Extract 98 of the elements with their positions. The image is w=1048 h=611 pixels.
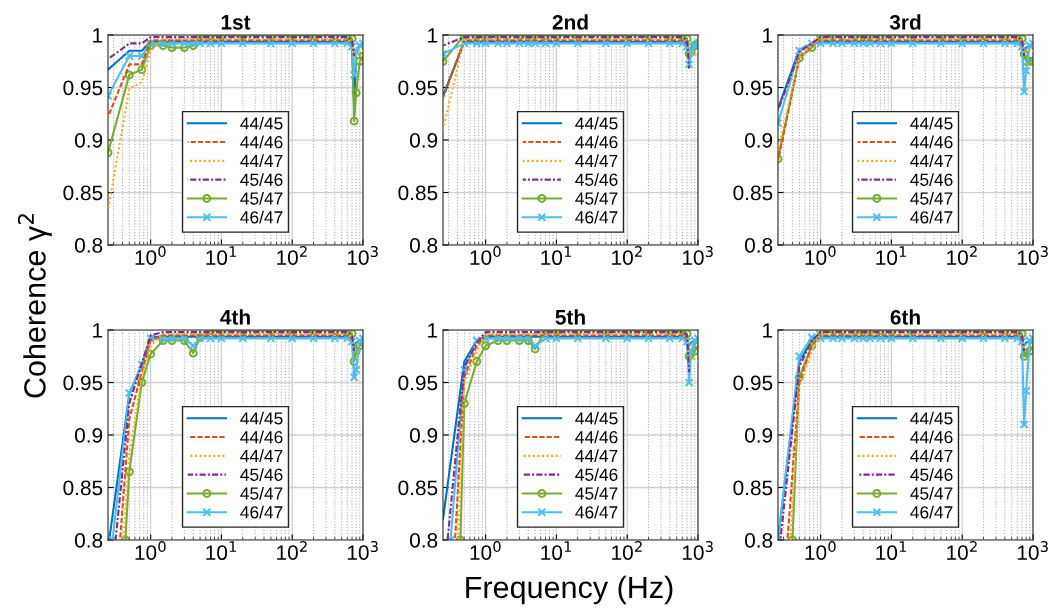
legend-label: 45/46 xyxy=(240,468,283,481)
y-tick-label: 0.85 xyxy=(63,480,103,496)
legend-label: 46/47 xyxy=(575,210,618,224)
chart-title: 5th xyxy=(555,309,585,325)
y-tick-label: 1 xyxy=(93,28,103,43)
legend-label: 45/46 xyxy=(240,173,283,186)
y-tick-label: 1 xyxy=(428,323,438,338)
x-tick-label: 10$^{2}$ xyxy=(277,246,307,265)
y-tick-label: 0.85 xyxy=(733,480,773,496)
x-tick-label: 10$^{0}$ xyxy=(805,541,836,560)
y-tick-label: 0.85 xyxy=(398,480,438,496)
x-tick-label: 10$^{2}$ xyxy=(947,246,977,265)
y-tick-label: 0.95 xyxy=(733,80,773,96)
x-tick-label: 10$^{0}$ xyxy=(805,246,836,265)
y-tick-label: 0.8 xyxy=(744,533,773,548)
y-tick-label: 0.85 xyxy=(398,185,438,201)
legend-label: 44/46 xyxy=(575,135,618,149)
legend-label: 46/47 xyxy=(910,505,953,519)
y-tick-label: 0.8 xyxy=(74,238,103,253)
y-tick-label: 0.8 xyxy=(744,238,773,253)
x-tick-label: 10$^{2}$ xyxy=(612,541,642,560)
y-tick-label: 0.95 xyxy=(398,80,438,96)
y-tick-label: 0.85 xyxy=(733,185,773,201)
x-tick-label: 10$^{0}$ xyxy=(470,541,501,560)
y-tick-label: 1 xyxy=(763,323,773,338)
y-tick-label: 1 xyxy=(763,28,773,43)
legend-label: 46/47 xyxy=(575,505,618,519)
y-tick-label: 0.9 xyxy=(74,428,103,443)
y-tick-label: 0.9 xyxy=(74,133,103,148)
y-tick-label: 0.9 xyxy=(744,428,773,443)
legend-label: 44/45 xyxy=(910,411,953,425)
y-tick-label: 1 xyxy=(93,323,103,338)
x-tick-label: 10$^{0}$ xyxy=(470,246,501,265)
legend-label: 44/46 xyxy=(240,430,283,444)
legend-label: 44/46 xyxy=(575,430,618,444)
y-axis-title: Coherence γ$^{2}$ xyxy=(17,214,52,398)
legend-label: 44/47 xyxy=(240,449,283,463)
y-tick-label: 0.95 xyxy=(63,80,103,96)
x-tick-label: 10$^{3}$ xyxy=(682,246,713,265)
x-axis-title: Frequency (Hz) xyxy=(466,575,673,605)
y-tick-label: 0.8 xyxy=(409,533,438,548)
x-tick-label: 10$^{1}$ xyxy=(206,246,237,266)
x-tick-label: 10$^{1}$ xyxy=(541,246,572,266)
y-tick-label: 0.95 xyxy=(63,375,103,391)
legend-label: 45/47 xyxy=(240,191,283,205)
x-tick-label: 10$^{3}$ xyxy=(347,246,378,265)
y-tick-label: 0.95 xyxy=(398,375,438,391)
legend-label: 44/46 xyxy=(240,135,283,149)
legend-label: 45/47 xyxy=(910,191,953,205)
legend-label: 45/47 xyxy=(575,191,618,205)
x-tick-label: 10$^{3}$ xyxy=(347,541,378,560)
x-tick-label: 10$^{2}$ xyxy=(277,541,307,560)
legend-label: 45/46 xyxy=(910,468,953,481)
x-tick-label: 10$^{0}$ xyxy=(135,541,166,560)
y-tick-label: 0.9 xyxy=(409,133,438,148)
y-tick-label: 0.95 xyxy=(733,375,773,391)
legend-label: 44/47 xyxy=(910,449,953,463)
legend-label: 44/47 xyxy=(240,154,283,168)
legend-label: 44/45 xyxy=(240,411,283,425)
x-tick-label: 10$^{1}$ xyxy=(541,541,572,561)
y-tick-label: 0.9 xyxy=(744,133,773,148)
legend-label: 45/47 xyxy=(575,486,618,500)
y-tick-label: 0.85 xyxy=(63,185,103,201)
y-tick-label: 0.8 xyxy=(74,533,103,548)
x-tick-label: 10$^{2}$ xyxy=(947,541,977,560)
legend-label: 46/47 xyxy=(240,505,283,519)
legend-label: 44/47 xyxy=(575,154,618,168)
legend-label: 44/46 xyxy=(910,135,953,149)
chart-title: 2nd xyxy=(552,14,588,30)
legend-label: 44/47 xyxy=(910,154,953,168)
x-tick-label: 10$^{0}$ xyxy=(135,246,166,265)
x-tick-label: 10$^{3}$ xyxy=(1017,246,1048,265)
legend-label: 44/46 xyxy=(910,430,953,444)
y-tick-label: 0.9 xyxy=(409,428,438,443)
legend-label: 45/46 xyxy=(575,173,618,186)
x-tick-label: 10$^{3}$ xyxy=(682,541,713,560)
chart-title: 1st xyxy=(221,15,251,30)
x-tick-label: 10$^{1}$ xyxy=(876,246,907,266)
legend-label: 46/47 xyxy=(910,210,953,224)
chart-title: 6th xyxy=(890,309,920,325)
legend-label: 44/47 xyxy=(575,449,618,463)
chart-title: 4th xyxy=(220,309,250,325)
y-tick-label: 1 xyxy=(428,28,438,43)
legend-label: 45/47 xyxy=(910,486,953,500)
chart-title: 3rd xyxy=(889,14,921,30)
x-tick-label: 10$^{2}$ xyxy=(612,246,642,265)
legend-label: 45/46 xyxy=(575,468,618,481)
y-tick-label: 0.8 xyxy=(409,238,438,253)
legend-label: 46/47 xyxy=(240,210,283,224)
legend-label: 44/45 xyxy=(240,116,283,130)
x-tick-label: 10$^{1}$ xyxy=(206,541,237,561)
x-tick-label: 10$^{3}$ xyxy=(1017,541,1048,560)
legend-label: 44/45 xyxy=(575,411,618,425)
legend-label: 44/45 xyxy=(575,116,618,130)
legend-label: 45/46 xyxy=(910,173,953,186)
legend-label: 45/47 xyxy=(240,486,283,500)
legend-label: 44/45 xyxy=(910,116,953,130)
x-tick-label: 10$^{1}$ xyxy=(876,541,907,561)
